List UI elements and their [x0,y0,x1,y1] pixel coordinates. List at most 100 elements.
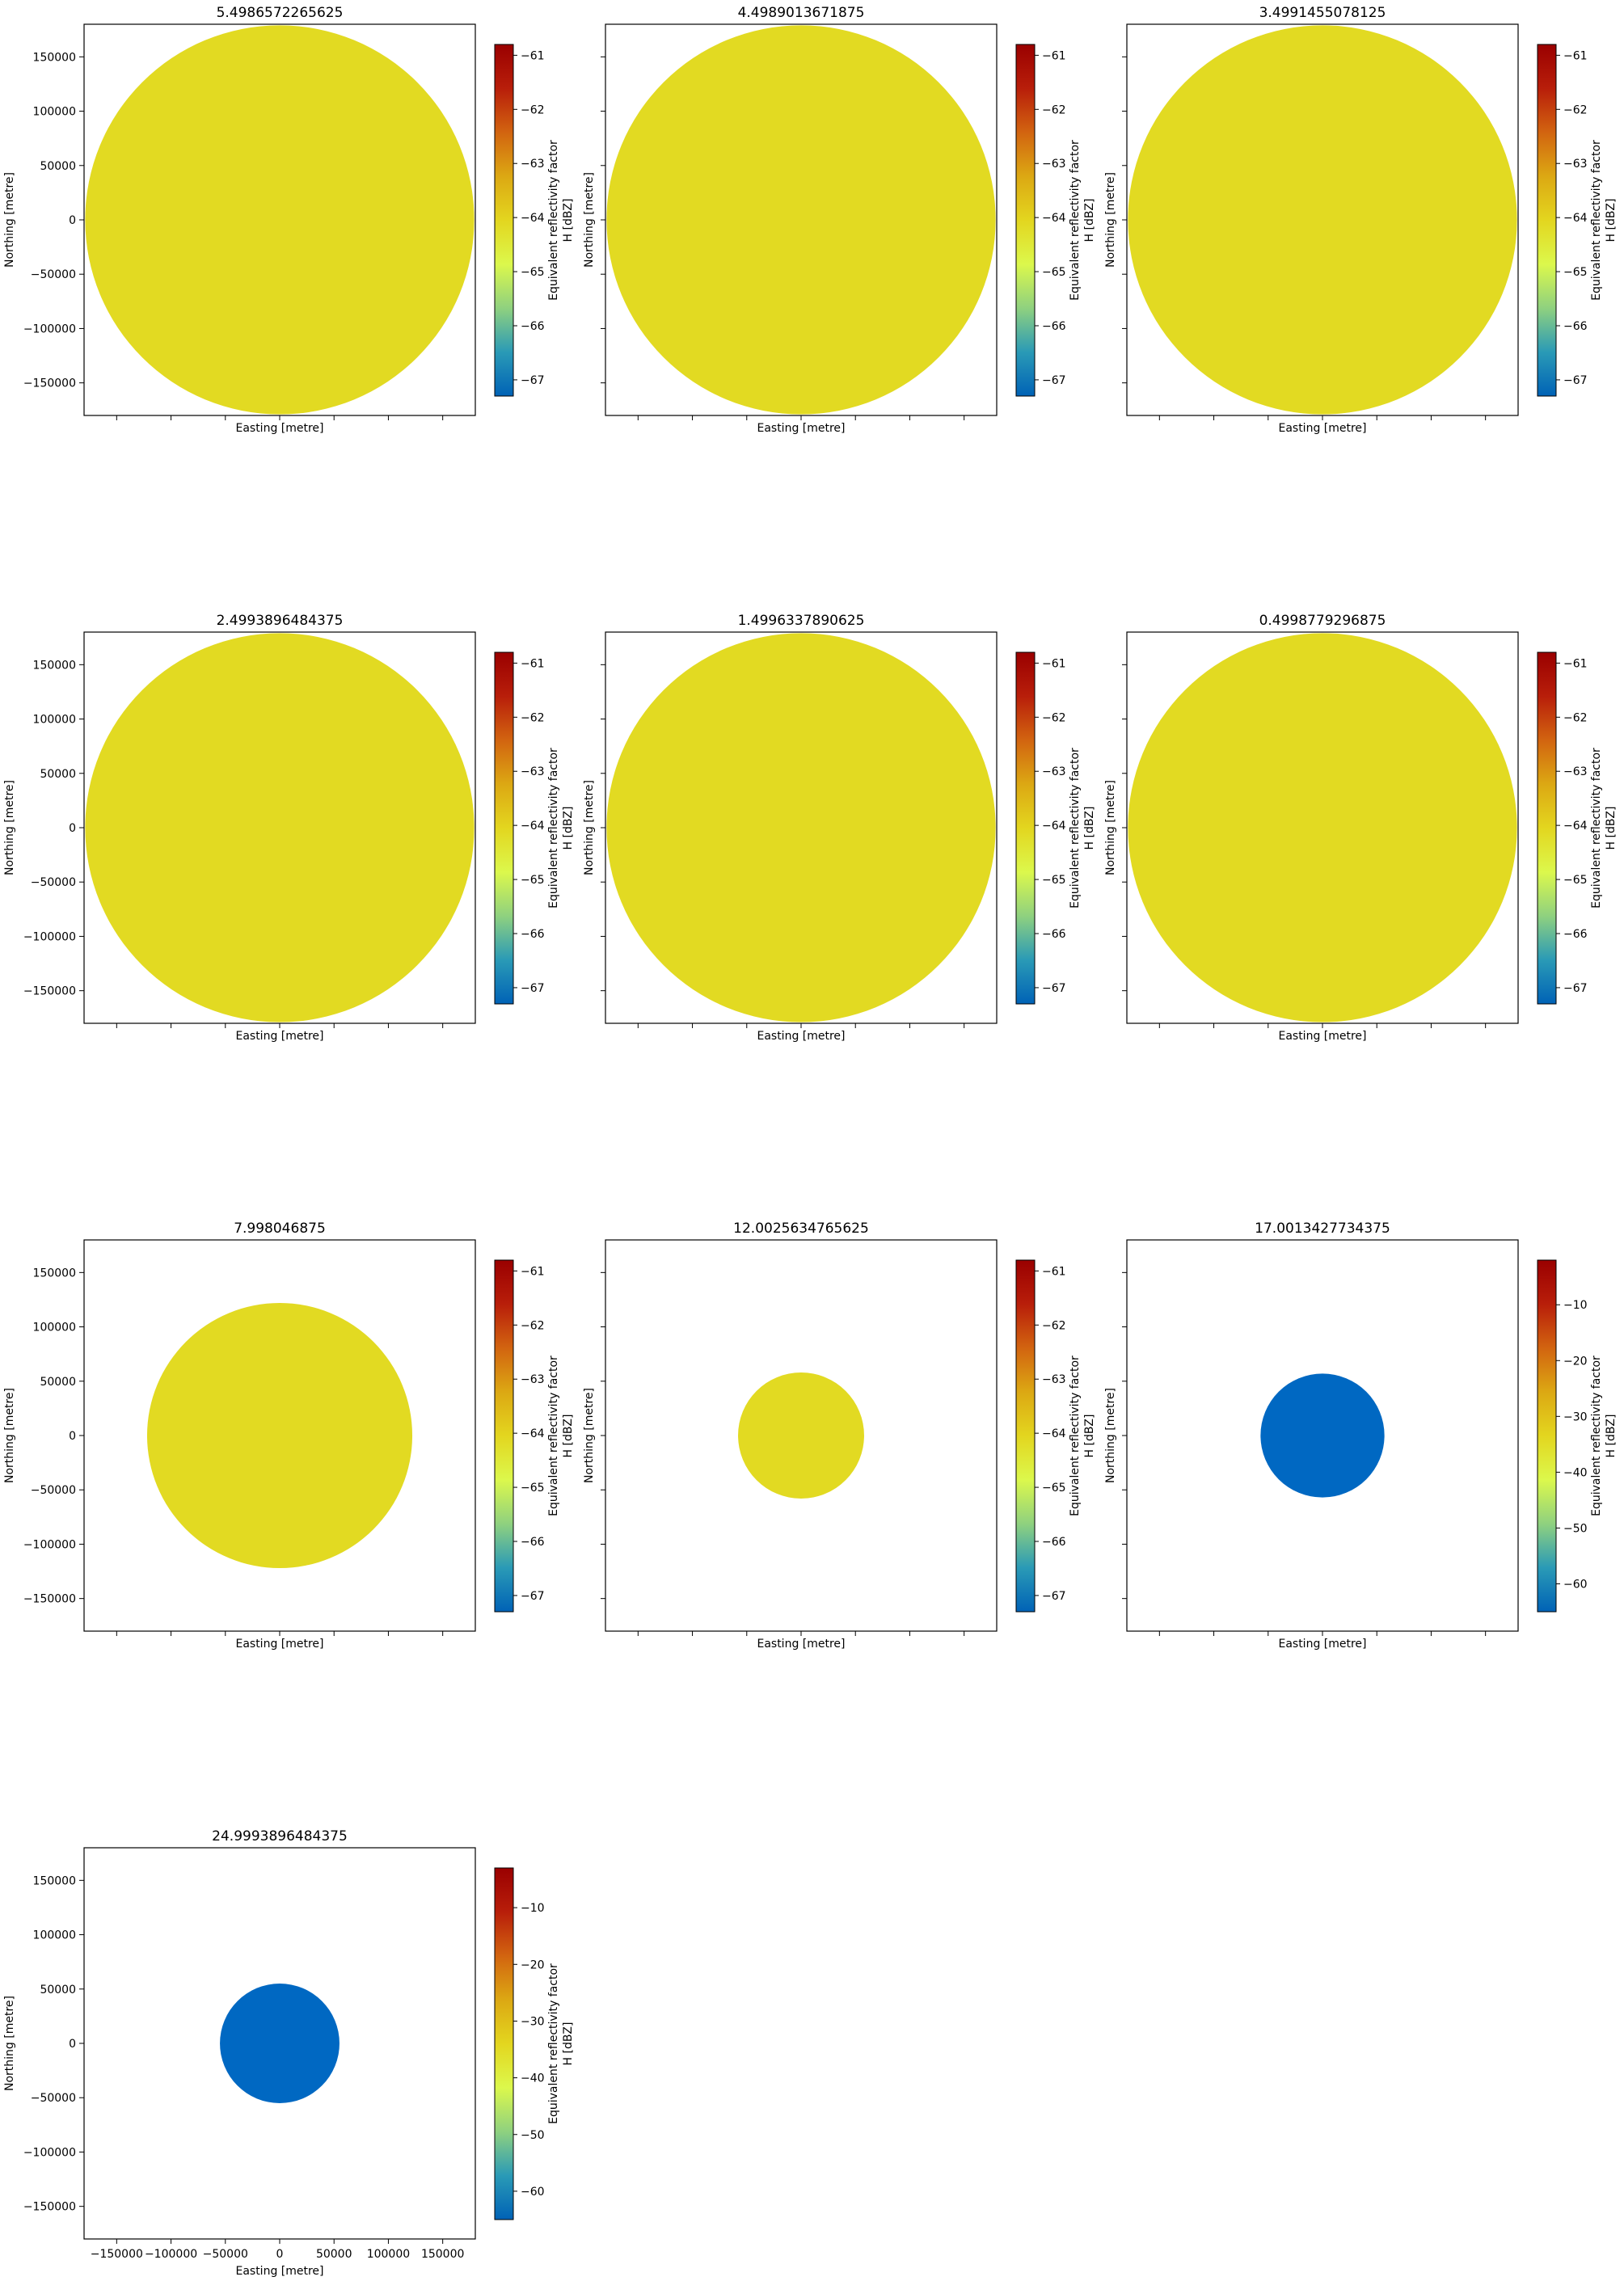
colorbar-tick-label: −61 [521,657,545,670]
y-axis-label: Northing [metre] [583,780,596,875]
x-tick-label: 50000 [316,2248,352,2261]
x-axis-label: Easting [metre] [757,1638,845,1651]
colorbar [1015,44,1036,397]
x-tick-label: 100000 [367,2248,410,2261]
colorbar-tick-label: −61 [1042,657,1066,670]
colorbar-tick-label: −61 [521,49,545,62]
colorbar-tick-label: −66 [1042,320,1066,333]
colorbar-tick-label: −40 [1563,1466,1588,1479]
colorbar-label: H [dBZ] [1083,1415,1096,1458]
colorbar-tick-label: −67 [521,982,545,995]
colorbar-tick-label: −65 [1563,266,1588,279]
x-axis-label: Easting [metre] [235,1030,323,1043]
colorbar-tick-label: −64 [1563,820,1588,833]
panel-3: 3.4991455078125 Easting [metre] Northing [… [1104,5,1618,435]
colorbar-tick-label: −66 [1042,928,1066,941]
colorbar [494,44,514,397]
x-axis-label: Easting [metre] [1278,422,1366,435]
colorbar-label: H [dBZ] [562,2022,575,2066]
y-axis-label: Northing [metre] [583,1388,596,1483]
panel-title: 12.0025634765625 [733,1221,869,1237]
x-axis-label: Easting [metre] [1278,1638,1366,1651]
colorbar-label: Equivalent reflectivity factor [1069,1356,1082,1516]
colorbar-label: Equivalent reflectivity factor [547,140,560,301]
colorbar-label: H [dBZ] [562,199,575,242]
colorbar-tick-label: −62 [521,1319,545,1332]
colorbar-tick-label: −63 [521,158,545,171]
colorbar-label: H [dBZ] [562,1415,575,1458]
y-axis-label: Northing [metre] [3,1388,16,1483]
panel-5: 1.4996337890625 Easting [metre] Northing [… [583,613,1096,1043]
x-axis-label: Easting [metre] [235,1638,323,1651]
colorbar [1537,44,1557,397]
colorbar-tick-label: −65 [521,874,545,887]
y-tick-label: −100000 [23,930,76,943]
colorbar-label: Equivalent reflectivity factor [1590,748,1603,909]
y-tick-label: −100000 [23,2146,76,2159]
colorbar-tick-label: −66 [521,928,545,941]
colorbar-label: Equivalent reflectivity factor [1069,748,1082,909]
colorbar-tick-label: −63 [521,1373,545,1386]
colorbar-tick-label: −67 [1042,374,1066,387]
panel-title: 24.9993896484375 [212,1828,348,1845]
y-tick-label: −100000 [23,323,76,335]
colorbar-label: H [dBZ] [1605,807,1618,850]
y-tick-label: 150000 [33,1267,76,1280]
y-tick-label: 50000 [40,1376,76,1389]
colorbar [1015,1259,1036,1613]
panel-6: 0.4998779296875 Easting [metre] Northing [… [1104,613,1618,1043]
x-tick-label: 150000 [421,2248,464,2261]
colorbar-tick-label: −20 [521,1958,545,1971]
colorbar-tick-label: −30 [521,2015,545,2028]
colorbar-tick-label: −66 [1042,1536,1066,1549]
y-tick-label: 150000 [33,659,76,672]
colorbar-tick-label: −64 [1042,212,1066,225]
y-tick-label: 150000 [33,1874,76,1887]
colorbar [1537,651,1557,1005]
colorbar-label: H [dBZ] [562,807,575,850]
y-tick-label: 100000 [33,714,76,727]
colorbar-tick-label: −66 [1563,320,1588,333]
colorbar-tick-label: −63 [1042,765,1066,778]
colorbar-tick-label: −67 [1042,982,1066,995]
colorbar-tick-label: −67 [1563,982,1588,995]
colorbar-tick-label: −64 [521,212,545,225]
panel-title: 2.4993896484375 [217,613,344,629]
reflectivity-field [85,633,475,1022]
colorbar-tick-label: −61 [1563,49,1588,62]
x-tick-label: −150000 [91,2248,143,2261]
panel-title: 1.4996337890625 [738,613,865,629]
colorbar-tick-label: −63 [1563,158,1588,171]
colorbar-tick-label: −64 [521,820,545,833]
colorbar-tick-label: −65 [1042,874,1066,887]
x-axis-label: Easting [metre] [235,2265,323,2278]
panel-8: 12.0025634765625 Easting [metre] Northing … [583,1221,1096,1651]
y-tick-label: 0 [69,214,76,227]
colorbar-tick-label: −63 [1042,158,1066,171]
colorbar-label: Equivalent reflectivity factor [1590,140,1603,301]
panel-9: 17.0013427734375 Easting [metre] Northing … [1104,1221,1618,1651]
panel-title: 17.0013427734375 [1255,1221,1390,1237]
x-axis-label: Easting [metre] [1278,1030,1366,1043]
y-tick-label: 0 [69,822,76,835]
x-axis-label: Easting [metre] [757,422,845,435]
panel-4: 2.4993896484375 −150000 −100000 −50000 0 5000… [3,613,575,1043]
colorbar-label: Equivalent reflectivity factor [547,1356,560,1516]
colorbar-tick-label: −62 [1042,103,1066,116]
colorbar-tick-label: −50 [1563,1522,1588,1535]
panel-title: 4.4989013671875 [738,5,865,21]
y-tick-label: −150000 [23,1593,76,1606]
panel-10: 24.9993896484375−150000 −100000 −50000 0 500… [3,1828,575,2278]
colorbar-tick-label: −62 [521,103,545,116]
y-tick-label: 100000 [33,1929,76,1942]
colorbar-tick-label: −63 [1042,1373,1066,1386]
colorbar-label: Equivalent reflectivity factor [1590,1356,1603,1516]
colorbar-tick-label: −30 [1563,1410,1588,1423]
y-axis-label: Northing [metre] [3,1996,16,2091]
y-tick-label: −50000 [31,1484,76,1497]
colorbar-tick-label: −65 [1563,874,1588,887]
x-tick-label: −50000 [203,2248,248,2261]
y-tick-label: 100000 [33,106,76,119]
colorbar-tick-label: −62 [1563,711,1588,724]
colorbar [494,1259,514,1613]
